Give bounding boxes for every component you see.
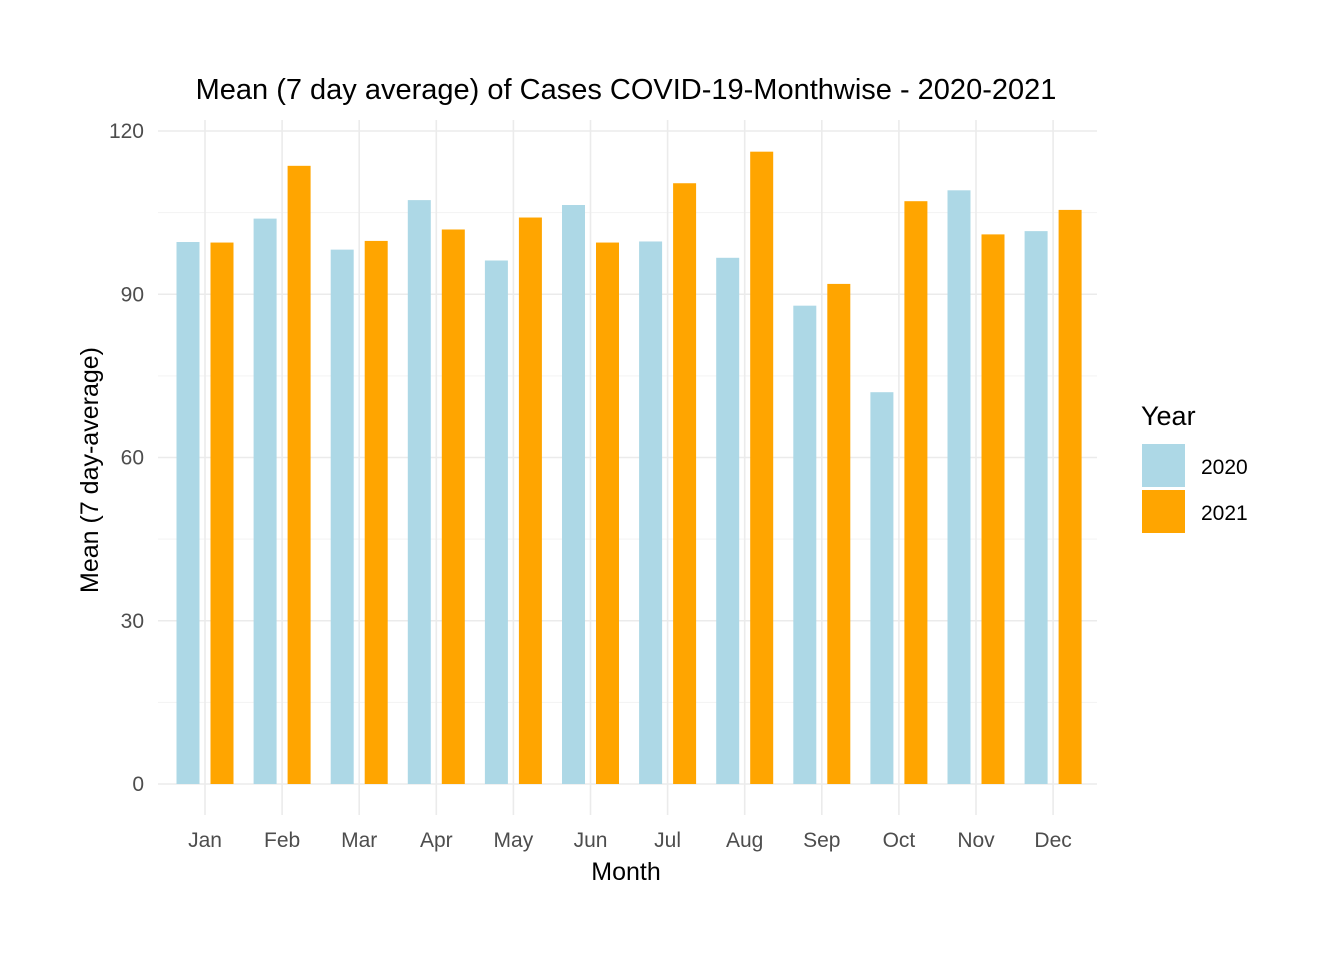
- x-tick-label: Jun: [574, 829, 608, 852]
- bar-2021-apr: [441, 229, 465, 785]
- x-tick-label: Jul: [654, 829, 681, 852]
- y-axis-title: Mean (7 day-average): [76, 347, 104, 593]
- y-axis-ticks: 0 30 60 90 120: [109, 120, 144, 796]
- legend-title: Year: [1141, 401, 1196, 431]
- bar-2020-aug: [716, 257, 740, 784]
- bar-2020-mar: [330, 249, 354, 785]
- x-tick-label: Aug: [726, 829, 763, 852]
- y-tick-label: 0: [132, 773, 144, 796]
- y-tick-label: 60: [121, 447, 144, 470]
- bar-2020-feb: [253, 218, 277, 784]
- bar-2021-jan: [210, 242, 234, 784]
- y-tick-label: 90: [121, 283, 144, 306]
- x-tick-label: Nov: [957, 829, 995, 852]
- x-tick-label: Apr: [420, 829, 453, 852]
- x-tick-label: Mar: [341, 829, 377, 852]
- x-tick-label: Oct: [883, 829, 916, 852]
- y-tick-label: 30: [121, 610, 144, 633]
- bar-2021-aug: [750, 151, 774, 784]
- bar-2020-dec: [1024, 231, 1048, 785]
- bar-2021-sep: [827, 283, 851, 784]
- legend: Year 2020 2021: [1141, 401, 1248, 533]
- x-tick-label: Feb: [264, 829, 300, 852]
- legend-key-2020: [1142, 444, 1185, 487]
- bar-2021-feb: [287, 165, 311, 784]
- bar-2020-apr: [407, 200, 431, 785]
- x-tick-label: Jan: [188, 829, 222, 852]
- bar-2021-dec: [1058, 209, 1082, 784]
- bar-2021-jun: [596, 242, 619, 784]
- bar-2020-sep: [793, 305, 817, 784]
- grid: [158, 120, 1097, 815]
- bar-2021-may: [518, 217, 542, 784]
- bar-2020-may: [484, 260, 508, 784]
- bar-2020-jan: [176, 242, 200, 784]
- legend-key-2021: [1142, 490, 1185, 533]
- x-axis-title: Month: [591, 858, 660, 886]
- bars: [176, 151, 1082, 785]
- bar-2020-oct: [870, 392, 894, 784]
- bar-2021-nov: [981, 234, 1005, 784]
- legend-label-2021: 2021: [1201, 502, 1248, 525]
- x-tick-label: May: [494, 829, 534, 852]
- bar-2020-jun: [562, 205, 585, 785]
- legend-items: 2020 2021: [1142, 444, 1248, 533]
- x-tick-label: Sep: [803, 829, 840, 852]
- bar-2021-mar: [364, 240, 388, 785]
- bar-2021-oct: [904, 201, 928, 784]
- legend-label-2020: 2020: [1201, 456, 1248, 479]
- y-tick-label: 120: [109, 120, 144, 143]
- bar-2020-nov: [947, 190, 971, 785]
- chart-title: Mean (7 day average) of Cases COVID-19-M…: [196, 74, 1057, 106]
- x-axis-ticks: Jan Feb Mar Apr May Jun Jul Aug Sep Oct Nov Dec: [188, 829, 1072, 852]
- x-tick-label: Dec: [1034, 829, 1071, 852]
- bar-2020-jul: [639, 241, 663, 785]
- bar-2021-jul: [673, 183, 697, 785]
